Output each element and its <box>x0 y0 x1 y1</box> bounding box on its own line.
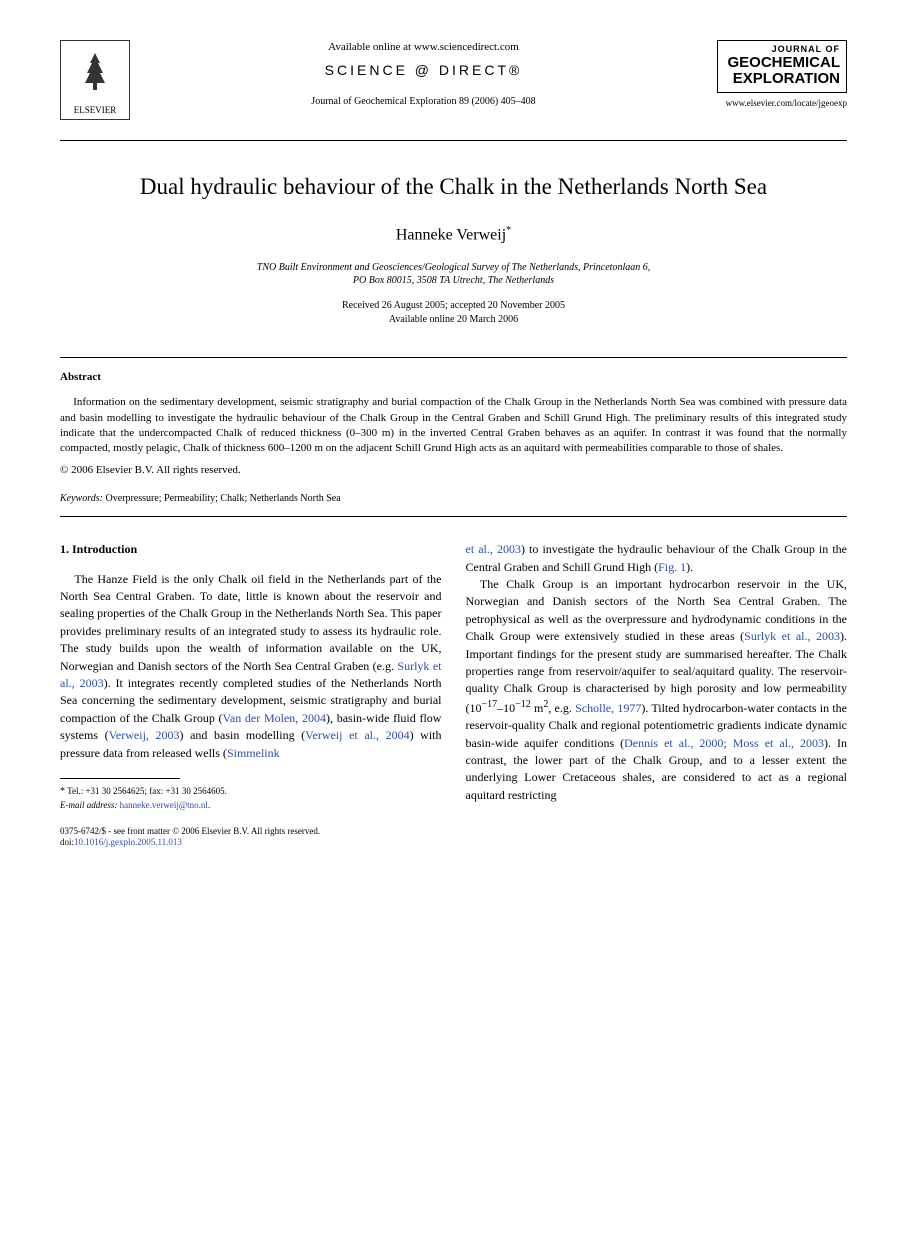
ref-scholle[interactable]: Scholle, 1977 <box>575 701 641 715</box>
abstract-heading: Abstract <box>60 370 847 385</box>
footer-frontmatter: 0375-6742/$ - see front matter © 2006 El… <box>60 826 847 838</box>
column-left: 1. Introduction The Hanze Field is the o… <box>60 541 442 811</box>
dates-line1: Received 26 August 2005; accepted 20 Nov… <box>60 299 847 313</box>
journal-reference: Journal of Geochemical Exploration 89 (2… <box>150 95 697 109</box>
footnote-tel: * Tel.: +31 30 2564625; fax: +31 30 2564… <box>60 785 442 799</box>
author-marker: * <box>506 225 511 236</box>
abstract-top-divider <box>60 357 847 358</box>
doi-link[interactable]: 10.1016/j.gexplo.2005.11.013 <box>74 837 182 847</box>
ref-dennis-moss[interactable]: Dennis et al., 2000; Moss et al., 2003 <box>624 736 824 750</box>
article-title: Dual hydraulic behaviour of the Chalk in… <box>60 171 847 203</box>
journal-url[interactable]: www.elsevier.com/locate/jgeoexp <box>717 97 847 110</box>
affiliation: TNO Built Environment and Geosciences/Ge… <box>60 261 847 287</box>
ref-surlyk-2[interactable]: Surlyk et al., 2003 <box>744 629 840 643</box>
keywords-label: Keywords: <box>60 493 103 504</box>
elsevier-tree-icon <box>70 48 120 104</box>
header-divider <box>60 140 847 141</box>
footnote-block: * Tel.: +31 30 2564625; fax: +31 30 2564… <box>60 785 442 812</box>
footnote-divider <box>60 778 180 779</box>
column-right: et al., 2003) to investigate the hydraul… <box>466 541 848 811</box>
footer: 0375-6742/$ - see front matter © 2006 El… <box>60 826 847 849</box>
ref-fig1[interactable]: Fig. 1 <box>658 560 686 574</box>
ref-verweij2004[interactable]: Verweij et al., 2004 <box>305 728 409 742</box>
dates-line2: Available online 20 March 2006 <box>60 313 847 327</box>
elsevier-label: ELSEVIER <box>74 104 117 117</box>
journal-logo-line3: EXPLORATION <box>724 71 840 88</box>
journal-logo-box: JOURNAL OF GEOCHEMICAL EXPLORATION <box>717 40 847 93</box>
available-online-text: Available online at www.sciencedirect.co… <box>150 40 697 55</box>
footnote-email-label: E-mail address: <box>60 800 117 810</box>
author-name: Hanneke Verweij <box>396 227 506 244</box>
affiliation-line2: PO Box 80015, 3508 TA Utrecht, The Nethe… <box>60 274 847 287</box>
ref-simmelink[interactable]: Simmelink <box>227 746 280 760</box>
body-columns: 1. Introduction The Hanze Field is the o… <box>60 541 847 811</box>
ref-simmelink-cont[interactable]: et al., 2003 <box>466 542 521 556</box>
author-line: Hanneke Verweij* <box>60 223 847 247</box>
intro-paragraph-2: The Chalk Group is an important hydrocar… <box>466 576 848 804</box>
intro-paragraph-1-cont: et al., 2003) to investigate the hydraul… <box>466 541 848 576</box>
keywords-bottom-divider <box>60 516 847 517</box>
copyright-line: © 2006 Elsevier B.V. All rights reserved… <box>60 463 847 478</box>
keywords: Keywords: Overpressure; Permeability; Ch… <box>60 492 847 506</box>
article-dates: Received 26 August 2005; accepted 20 Nov… <box>60 299 847 327</box>
intro-heading: 1. Introduction <box>60 541 442 558</box>
affiliation-line1: TNO Built Environment and Geosciences/Ge… <box>60 261 847 274</box>
elsevier-logo: ELSEVIER <box>60 40 130 120</box>
footer-doi-line: doi:10.1016/j.gexplo.2005.11.013 <box>60 837 847 849</box>
footnote-email-line: E-mail address: hanneke.verweij@tno.nl. <box>60 799 442 812</box>
intro-paragraph-1: The Hanze Field is the only Chalk oil fi… <box>60 571 442 762</box>
header-row: ELSEVIER Available online at www.science… <box>60 40 847 120</box>
journal-logo: JOURNAL OF GEOCHEMICAL EXPLORATION www.e… <box>717 40 847 109</box>
science-direct-logo: SCIENCE @ DIRECT® <box>150 61 697 81</box>
abstract-text: Information on the sedimentary developme… <box>60 395 847 457</box>
header-center: Available online at www.sciencedirect.co… <box>130 40 717 109</box>
ref-vandermolen[interactable]: Van der Molen, 2004 <box>223 711 326 725</box>
journal-logo-line2: GEOCHEMICAL <box>724 55 840 72</box>
footnote-email[interactable]: hanneke.verweij@tno.nl <box>117 800 208 810</box>
keywords-text: Overpressure; Permeability; Chalk; Nethe… <box>103 493 341 504</box>
ref-verweij2003[interactable]: Verweij, 2003 <box>109 728 180 742</box>
